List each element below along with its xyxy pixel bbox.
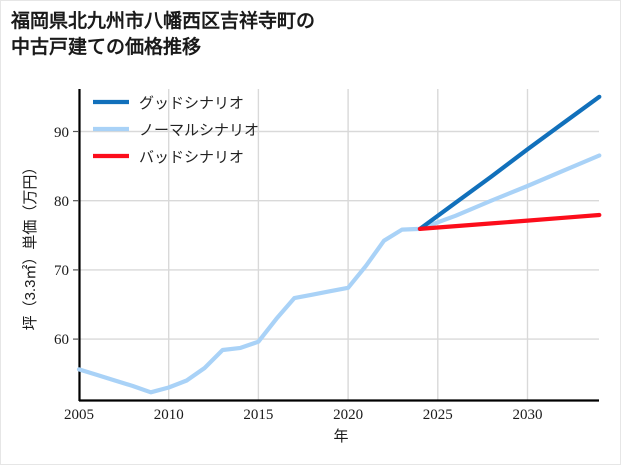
title-line-1: 福岡県北九州市八幡西区吉祥寺町の (11, 11, 316, 32)
line-normal-scenario (76, 153, 602, 395)
x-gridlines (78, 89, 529, 401)
y-axis-title: 坪（3.3㎡）単価（万円） (22, 160, 39, 331)
x-tick-label-2010: 2010 (154, 407, 184, 423)
line-bad-scenario (417, 212, 602, 231)
x-tick-label-2020: 2020 (333, 407, 363, 423)
legend-label-bad-scenario: バッドシナリオ (139, 150, 244, 166)
chart-legend: グッドシナリオ ノーマルシナリオ バッドシナリオ (93, 95, 259, 166)
series-normal-scenario (76, 153, 602, 395)
x-tick-labels: 2005 2010 2015 2020 2025 2030 (64, 407, 543, 423)
title-line-2: 中古戸建ての価格推移 (11, 37, 202, 58)
y-tick-label-60: 60 (54, 332, 69, 348)
axis-spines (78, 89, 599, 402)
x-tick-label-2030: 2030 (513, 407, 543, 423)
y-tick-marks (73, 130, 79, 340)
page-title: 福岡県北九州市八幡西区吉祥寺町の 中古戸建ての価格推移 (11, 9, 531, 61)
legend-label-good-scenario: グッドシナリオ (139, 95, 244, 112)
series-bad-scenario (417, 212, 602, 231)
x-tick-label-2015: 2015 (243, 407, 273, 423)
x-tick-label-2025: 2025 (423, 407, 453, 423)
x-tick-label-2005: 2005 (64, 407, 94, 423)
y-gridlines (79, 130, 599, 340)
series-good-scenario (417, 94, 602, 231)
y-tick-label-90: 90 (54, 125, 69, 141)
y-tick-labels: 90 80 70 60 (54, 125, 69, 348)
y-tick-label-70: 70 (54, 263, 69, 279)
x-axis-title: 年 (333, 428, 348, 445)
legend-label-normal-scenario: ノーマルシナリオ (139, 123, 259, 139)
line-good-scenario (417, 94, 602, 231)
y-tick-label-80: 80 (54, 194, 69, 210)
